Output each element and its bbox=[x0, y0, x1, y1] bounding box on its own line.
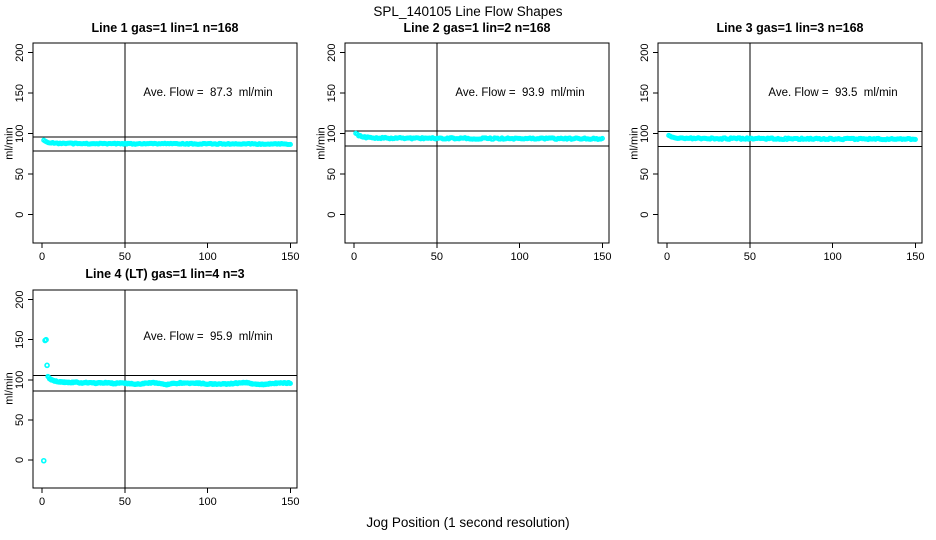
y-tick-label: 50 bbox=[639, 168, 651, 180]
x-tick-label: 100 bbox=[198, 496, 216, 508]
x-tick-label: 50 bbox=[119, 496, 131, 508]
plot-box bbox=[32, 289, 298, 489]
y-tick-label: 150 bbox=[14, 84, 26, 102]
y-tick-label: 100 bbox=[14, 125, 26, 143]
panel-3-title: Line 3 gas=1 lin=3 n=168 bbox=[716, 21, 864, 35]
y-tick-label: 100 bbox=[639, 125, 651, 143]
panel-2-avg-flow-annotation: Ave. Flow = 93.9 ml/min bbox=[455, 87, 585, 99]
panel-1-title: Line 1 gas=1 lin=1 n=168 bbox=[91, 21, 239, 35]
panel-3-plot: 0 50 100 150 0 50 100 150 200 bbox=[639, 42, 925, 263]
panel-2-plot: 0 50 100 150 0 50 100 150 200 bbox=[326, 42, 612, 263]
x-tick-label: 100 bbox=[823, 251, 841, 263]
panel-4-y-axis-label: ml/min bbox=[3, 372, 16, 405]
y-tick-label: 50 bbox=[14, 414, 26, 426]
y-tick-label: 100 bbox=[326, 125, 338, 143]
x-tick-label: 150 bbox=[281, 251, 299, 263]
data-point bbox=[287, 141, 293, 148]
y-tick-label: 200 bbox=[639, 44, 651, 62]
y-tick-label: 0 bbox=[14, 457, 26, 463]
y-tick-label: 150 bbox=[326, 84, 338, 102]
figure-title: SPL_140105 Line Flow Shapes bbox=[373, 4, 563, 19]
y-tick-label: 150 bbox=[14, 331, 26, 349]
x-tick-label: 50 bbox=[119, 251, 131, 263]
y-tick-label: 200 bbox=[14, 44, 26, 62]
panel-2-y-axis-label: ml/min bbox=[315, 127, 328, 160]
y-tick-label: 150 bbox=[639, 84, 651, 102]
x-tick-label: 150 bbox=[593, 251, 611, 263]
y-tick-label: 50 bbox=[326, 168, 338, 180]
panel-4-avg-flow-annotation: Ave. Flow = 95.9 ml/min bbox=[143, 331, 273, 343]
x-tick-label: 0 bbox=[351, 251, 357, 263]
panel-3-avg-flow-annotation: Ave. Flow = 93.5 ml/min bbox=[768, 87, 898, 99]
panel-3-y-axis-label: ml/min bbox=[628, 127, 641, 160]
x-tick-label: 100 bbox=[510, 251, 528, 263]
y-tick-label: 0 bbox=[326, 212, 338, 218]
outlier-data-point bbox=[43, 336, 49, 343]
panel-4-title: Line 4 (LT) gas=1 lin=4 n=3 bbox=[85, 267, 245, 281]
x-tick-label: 0 bbox=[39, 496, 45, 508]
plot-box bbox=[32, 42, 298, 244]
x-tick-label: 50 bbox=[431, 251, 443, 263]
x-tick-label: 150 bbox=[281, 496, 299, 508]
panel-1-y-axis-label: ml/min bbox=[3, 127, 16, 160]
data-point bbox=[287, 380, 293, 387]
x-tick-label: 50 bbox=[744, 251, 756, 263]
x-tick-label: 100 bbox=[198, 251, 216, 263]
panel-2-title: Line 2 gas=1 lin=2 n=168 bbox=[403, 21, 551, 35]
outlier-data-point bbox=[44, 362, 50, 369]
y-tick-label: 200 bbox=[14, 290, 26, 308]
plot-box bbox=[657, 42, 923, 244]
y-tick-label: 100 bbox=[14, 371, 26, 389]
x-tick-label: 150 bbox=[906, 251, 924, 263]
y-tick-label: 0 bbox=[639, 212, 651, 218]
plot-box bbox=[344, 42, 610, 244]
data-point bbox=[599, 135, 605, 141]
y-tick-label: 0 bbox=[14, 212, 26, 218]
panel-1-plot: 0 50 100 150 0 50 100 150 200 bbox=[14, 42, 300, 263]
y-tick-label: 200 bbox=[326, 44, 338, 62]
x-tick-label: 0 bbox=[664, 251, 670, 263]
outlier-data-point bbox=[40, 457, 47, 464]
panel-1-avg-flow-annotation: Ave. Flow = 87.3 ml/min bbox=[143, 87, 273, 99]
y-tick-label: 50 bbox=[14, 168, 26, 180]
x-axis-label: Jog Position (1 second resolution) bbox=[366, 515, 570, 530]
panel-4-plot: 0 50 100 150 0 50 100 150 200 bbox=[14, 289, 300, 508]
data-point bbox=[912, 136, 918, 142]
x-tick-label: 0 bbox=[39, 251, 45, 263]
